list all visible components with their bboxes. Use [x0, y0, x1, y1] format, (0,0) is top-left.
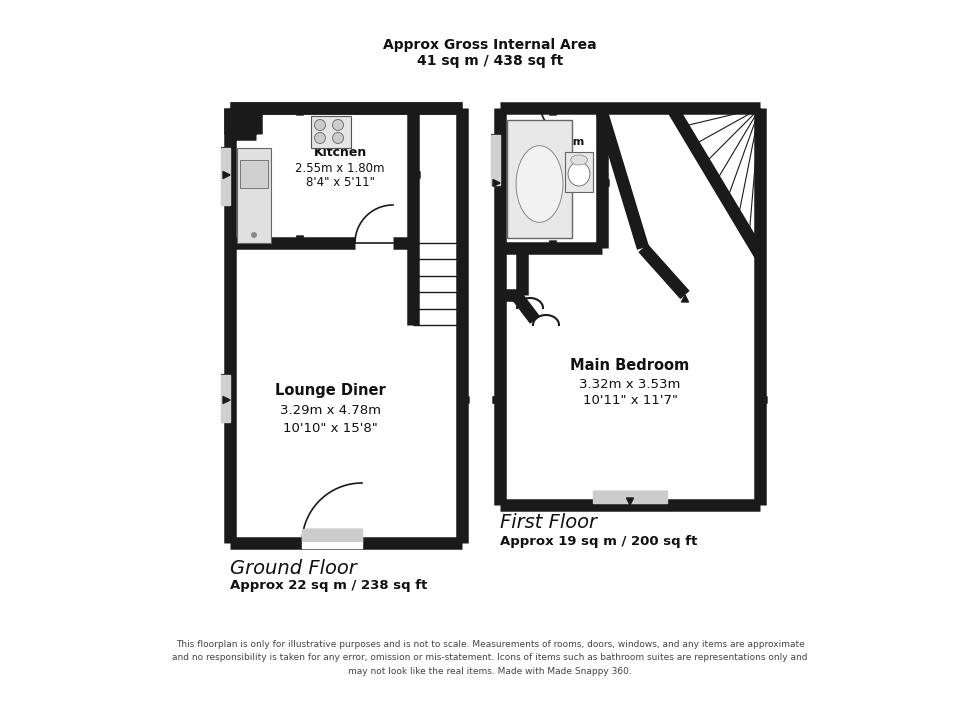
- Bar: [565, 152, 593, 192]
- Text: First Floor: First Floor: [500, 513, 597, 532]
- Polygon shape: [493, 397, 500, 404]
- Text: 10'11" x 11'7": 10'11" x 11'7": [582, 395, 677, 407]
- Ellipse shape: [568, 162, 590, 186]
- Polygon shape: [302, 529, 362, 541]
- Circle shape: [332, 133, 344, 143]
- Polygon shape: [681, 295, 689, 302]
- Polygon shape: [550, 241, 557, 248]
- Text: Approx 22 sq m / 238 sq ft: Approx 22 sq m / 238 sq ft: [230, 580, 427, 592]
- Polygon shape: [550, 108, 557, 115]
- Polygon shape: [221, 375, 230, 422]
- Text: Approx Gross Internal Area: Approx Gross Internal Area: [383, 38, 597, 52]
- Text: 2.55m x 1.80m: 2.55m x 1.80m: [295, 162, 385, 174]
- Ellipse shape: [570, 155, 587, 165]
- Text: 3.29m x 4.78m: 3.29m x 4.78m: [279, 404, 380, 417]
- Polygon shape: [302, 533, 362, 548]
- Text: 10'10" x 15'8": 10'10" x 15'8": [282, 421, 377, 434]
- Polygon shape: [491, 135, 500, 185]
- Text: Approx 19 sq m / 200 sq ft: Approx 19 sq m / 200 sq ft: [500, 534, 698, 547]
- Bar: [240, 160, 268, 188]
- Text: Lounge Diner: Lounge Diner: [274, 383, 385, 397]
- Circle shape: [251, 232, 257, 238]
- Text: 3.32m x 3.53m: 3.32m x 3.53m: [579, 378, 681, 390]
- Polygon shape: [223, 172, 230, 179]
- Text: 41 sq m / 438 sq ft: 41 sq m / 438 sq ft: [416, 54, 564, 68]
- Text: Main Bedroom: Main Bedroom: [570, 357, 690, 373]
- Bar: [237, 148, 271, 243]
- Polygon shape: [230, 108, 256, 134]
- Bar: [507, 120, 572, 238]
- Bar: [311, 116, 351, 148]
- Polygon shape: [297, 236, 304, 243]
- Polygon shape: [493, 179, 500, 186]
- Polygon shape: [413, 172, 420, 179]
- Polygon shape: [462, 397, 469, 404]
- Polygon shape: [626, 498, 633, 505]
- Circle shape: [332, 119, 344, 131]
- Polygon shape: [221, 148, 230, 205]
- Text: Kitchen: Kitchen: [314, 145, 367, 159]
- Polygon shape: [223, 397, 230, 404]
- Circle shape: [315, 119, 325, 131]
- Text: This floorplan is only for illustrative purposes and is not to scale. Measuremen: This floorplan is only for illustrative …: [172, 640, 808, 676]
- Circle shape: [315, 133, 325, 143]
- Polygon shape: [602, 179, 609, 186]
- Polygon shape: [230, 108, 462, 543]
- Text: Bathroom: Bathroom: [523, 137, 585, 147]
- Polygon shape: [297, 108, 304, 115]
- Ellipse shape: [516, 145, 563, 222]
- Text: 4'6" x 6'4": 4'6" x 6'4": [527, 166, 581, 176]
- Polygon shape: [500, 108, 760, 505]
- Text: Ground Floor: Ground Floor: [230, 558, 357, 578]
- Text: 8'4" x 5'11": 8'4" x 5'11": [306, 176, 374, 189]
- Polygon shape: [593, 491, 667, 503]
- Text: 1.36m x 1.93m: 1.36m x 1.93m: [514, 152, 594, 162]
- Polygon shape: [760, 397, 767, 404]
